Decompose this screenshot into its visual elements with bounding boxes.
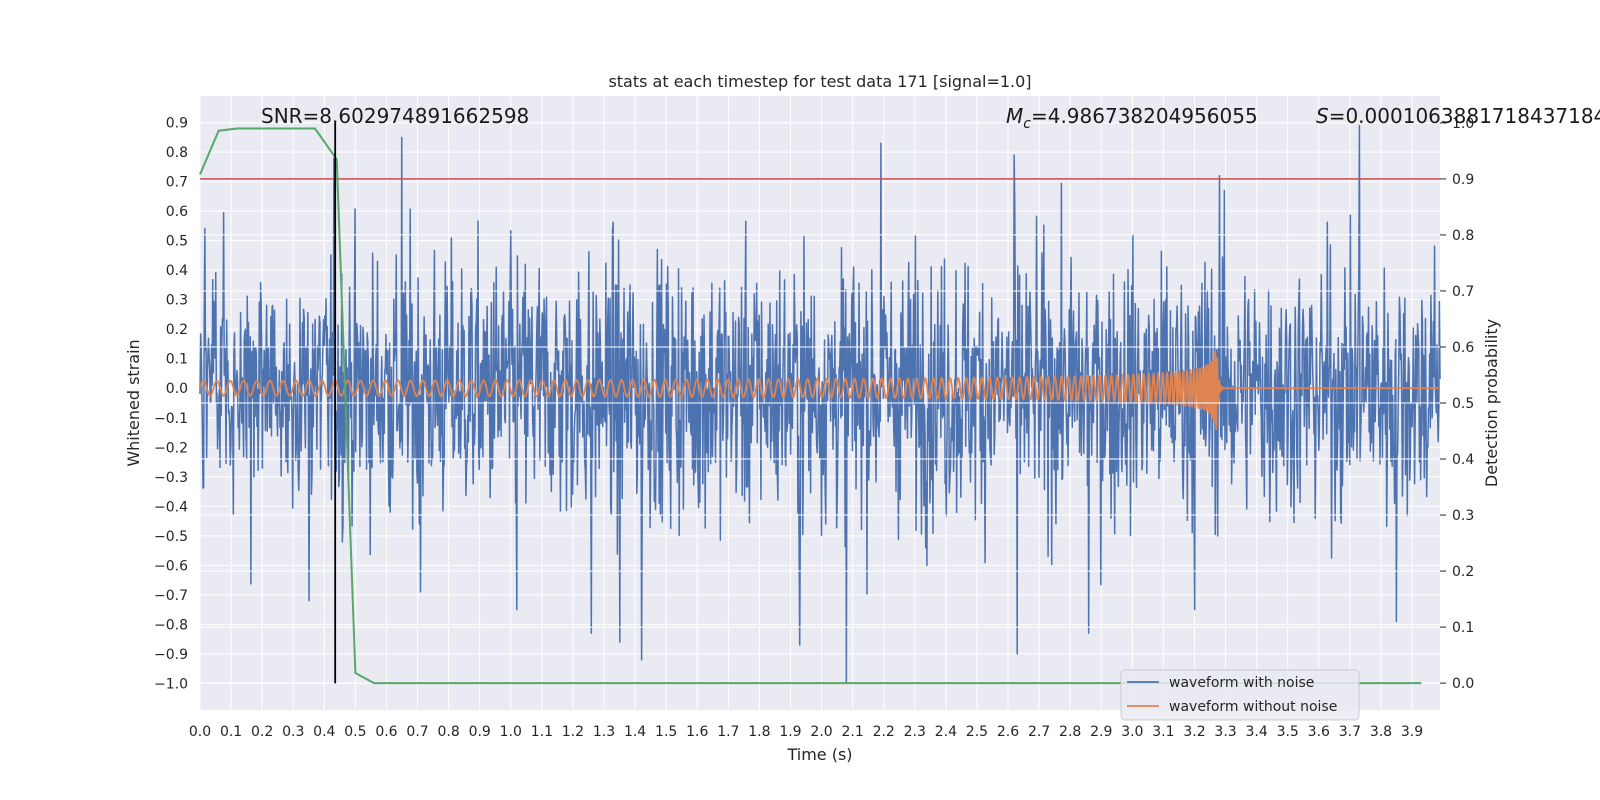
x-tick-label: 2.1 xyxy=(841,724,863,740)
y-tick-label: −0.3 xyxy=(154,470,188,486)
y2-tick-label: 0.9 xyxy=(1452,172,1474,188)
x-tick-label: 1.4 xyxy=(624,724,646,740)
mc-value: =4.986738204956055 xyxy=(1031,104,1258,128)
x-tick-label: 2.5 xyxy=(966,724,988,740)
y-tick-label: −0.8 xyxy=(154,617,188,633)
x-tick-label: 0.0 xyxy=(189,724,211,740)
y-tick-label: 0.2 xyxy=(166,322,188,338)
y-tick-label: −0.6 xyxy=(154,558,188,574)
x-tick-label: 3.3 xyxy=(1214,724,1236,740)
tick-labels: 0.0 0.1 0.2 0.3 0.4 0.5 0.6 0.7 0.8 0.9 1.0 1.1 1.2 1… xyxy=(154,116,1474,740)
y2-tick-label: 0.4 xyxy=(1452,452,1474,468)
y-axis-label: Whitened strain xyxy=(124,339,143,466)
x-tick-label: 2.7 xyxy=(1028,724,1050,740)
overlay xyxy=(199,122,1440,685)
noise-series-line xyxy=(199,124,1441,685)
x-tick-label: 0.4 xyxy=(313,724,335,740)
x-tick-label: 3.7 xyxy=(1339,724,1361,740)
x-tick-label: 1.8 xyxy=(748,724,770,740)
x-tick-label: 1.1 xyxy=(531,724,553,740)
x-tick-label: 1.0 xyxy=(500,724,522,740)
x-tick-label: 2.2 xyxy=(873,724,895,740)
s-symbol: S xyxy=(1316,104,1329,128)
x-tick-label: 2.0 xyxy=(810,724,832,740)
s-value: =0.00010638817184371847 xyxy=(1329,104,1600,128)
y-tick-label: −0.2 xyxy=(154,440,188,456)
y-tick-label: −0.7 xyxy=(154,588,188,604)
x-tick-label: 1.9 xyxy=(779,724,801,740)
y2-tick-label: 1.0 xyxy=(1452,116,1474,132)
x-tick-label: 1.3 xyxy=(593,724,615,740)
x-tick-label: 0.6 xyxy=(375,724,397,740)
chart-title: stats at each timestep for test data 171… xyxy=(608,72,1031,91)
y-tick-label: 0.1 xyxy=(166,352,188,368)
x-tick-label: 3.0 xyxy=(1121,724,1143,740)
x-tick-label: 1.2 xyxy=(562,724,584,740)
x-tick-label: 0.9 xyxy=(469,724,491,740)
snr-annotation: SNR=8.602974891662598 xyxy=(261,104,529,128)
y-tick-label: 0.7 xyxy=(166,175,188,191)
y-tick-label: −0.1 xyxy=(154,411,188,427)
x-tick-label: 3.8 xyxy=(1370,724,1392,740)
y-tick-label: 0.5 xyxy=(166,234,188,250)
x-tick-label: 0.8 xyxy=(437,724,459,740)
y2-tick-label: 0.3 xyxy=(1452,508,1474,524)
legend-label-clean: waveform without noise xyxy=(1169,699,1337,715)
x-tick-label: 3.5 xyxy=(1277,724,1299,740)
y-tick-label: 0.6 xyxy=(166,204,188,220)
y2-axis-label: Detection probability xyxy=(1482,319,1501,487)
y-tick-label: 0.4 xyxy=(166,263,188,279)
x-tick-label: 3.9 xyxy=(1401,724,1423,740)
x-tick-label: 1.6 xyxy=(686,724,708,740)
x-tick-label: 0.2 xyxy=(251,724,273,740)
y2-tick-label: 0.0 xyxy=(1452,676,1474,692)
y2-tick-label: 0.5 xyxy=(1452,396,1474,412)
y-tick-label: −0.5 xyxy=(154,529,188,545)
x-tick-label: 2.3 xyxy=(904,724,926,740)
y2-tick-label: 0.1 xyxy=(1452,620,1474,636)
y-tick-label: −0.9 xyxy=(154,647,188,663)
y-tick-label: 0.0 xyxy=(166,381,188,397)
s-annotation: S=0.00010638817184371847 xyxy=(1316,104,1600,128)
legend-box xyxy=(1120,669,1360,721)
x-tick-label: 3.2 xyxy=(1183,724,1205,740)
x-tick-label: 2.4 xyxy=(935,724,957,740)
mc-annotation: Mc=4.986738204956055 xyxy=(1006,104,1258,132)
y2-tick-label: 0.8 xyxy=(1452,228,1474,244)
y-tick-label: −0.4 xyxy=(154,499,188,515)
y-tick-label: −1.0 xyxy=(154,676,188,692)
x-tick-label: 0.5 xyxy=(344,724,366,740)
x-tick-label: 2.8 xyxy=(1059,724,1081,740)
x-tick-label: 3.4 xyxy=(1246,724,1268,740)
x-axis-label: Time (s) xyxy=(786,745,852,764)
noise-series xyxy=(199,124,1441,685)
x-tick-label: 1.5 xyxy=(655,724,677,740)
chirp-series xyxy=(199,350,1441,431)
x-tick-label: 0.3 xyxy=(282,724,304,740)
mc-subscript: c xyxy=(1023,116,1031,132)
y-tick-label: 0.3 xyxy=(166,293,188,309)
x-tick-label: 2.9 xyxy=(1090,724,1112,740)
x-tick-label: 1.7 xyxy=(717,724,739,740)
y2-tick-label: 0.6 xyxy=(1452,340,1474,356)
x-tick-label: 0.7 xyxy=(406,724,428,740)
y2-tick-label: 0.7 xyxy=(1452,284,1474,300)
legend: waveform with noise waveform without noi… xyxy=(1120,669,1360,721)
x-tick-label: 3.6 xyxy=(1308,724,1330,740)
legend-label-noise: waveform with noise xyxy=(1169,675,1314,691)
x-tick-label: 0.1 xyxy=(220,724,242,740)
mc-symbol: M xyxy=(1006,104,1023,128)
x-tick-label: 2.6 xyxy=(997,724,1019,740)
x-tick-label: 3.1 xyxy=(1152,724,1174,740)
probability-series-line xyxy=(199,127,1422,685)
y2-tick-label: 0.2 xyxy=(1452,564,1474,580)
chirp-series-line xyxy=(199,350,1441,431)
y-tick-label: 0.8 xyxy=(166,145,188,161)
y-tick-label: 0.9 xyxy=(166,116,188,132)
